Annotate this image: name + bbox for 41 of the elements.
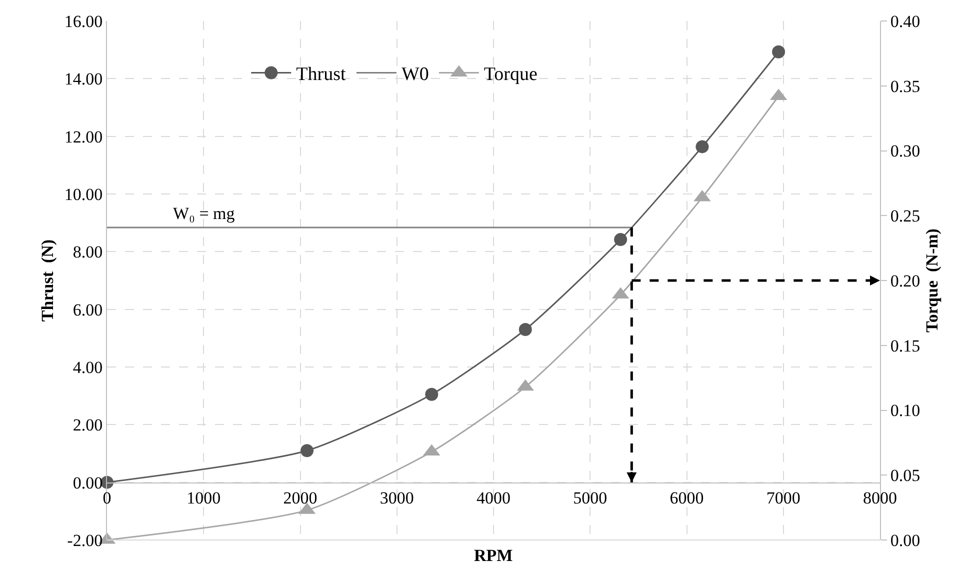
y-tick-label: 8.00 [72, 242, 103, 262]
x-tick-label: 6000 [670, 488, 704, 508]
y-tick-label: 14.00 [64, 70, 103, 89]
y2-tick-label: 0.35 [890, 76, 920, 96]
y2-tick-label: 0.40 [890, 12, 920, 31]
point [614, 233, 628, 246]
x-tick-label: 1000 [186, 488, 221, 508]
annotation: W₀ = mg [173, 204, 236, 223]
y-tick-label: 0.00 [72, 473, 103, 492]
point [300, 444, 314, 458]
y-tick-label: 2.00 [72, 416, 103, 435]
legend-label: W0 [401, 64, 429, 86]
x-tick-label: 7000 [766, 488, 800, 508]
y2-tick-label: 0.20 [890, 271, 920, 290]
y-axis-title: Thrust (N) [38, 239, 57, 322]
x-tick-label: 3000 [380, 488, 414, 508]
y-tick-label: 12.00 [64, 127, 103, 146]
point [696, 140, 709, 154]
point [518, 323, 532, 336]
y2-tick-label: 0.15 [890, 336, 920, 356]
legend-label: Thrust [296, 64, 346, 86]
point [772, 45, 786, 58]
x-tick-label: 0 [102, 488, 112, 508]
y-tick-label: 16.00 [64, 12, 103, 31]
y-tick-label: -2.00 [67, 530, 103, 550]
y-tick-label: 4.00 [72, 358, 103, 377]
x-tick-label: 2000 [283, 488, 318, 508]
y2-tick-label: 0.30 [890, 142, 920, 161]
y2-tick-label: 0.10 [890, 401, 920, 420]
y2-tick-label: 0.25 [890, 206, 920, 226]
y2-tick-label: 0.05 [890, 466, 920, 486]
y-tick-label: 6.00 [72, 300, 103, 320]
y2-axis-title: Torque (N-m) [922, 228, 942, 332]
legend-label: Torque [484, 64, 538, 86]
y2-tick-label: 0.00 [890, 530, 920, 550]
x-axis-title: RPM [474, 546, 513, 565]
y-tick-label: 10.00 [64, 184, 103, 204]
point [425, 388, 438, 401]
x-tick-label: 8000 [863, 488, 897, 508]
x-tick-label: 4000 [476, 488, 510, 508]
x-tick-label: 5000 [573, 488, 608, 508]
